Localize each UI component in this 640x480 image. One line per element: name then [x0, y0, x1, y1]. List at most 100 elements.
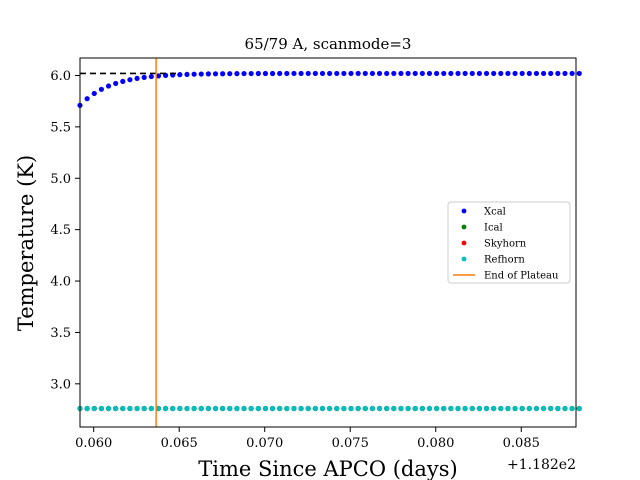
data-point [348, 70, 354, 77]
data-point [576, 405, 582, 412]
legend-entry: Xcal [461, 207, 506, 218]
data-point [269, 70, 276, 77]
data-point [205, 405, 211, 412]
data-point [277, 405, 283, 412]
y-tick-label: 3.0 [50, 377, 71, 392]
data-point [312, 405, 318, 412]
legend-marker [461, 240, 467, 246]
data-point [277, 70, 283, 77]
data-point [455, 70, 461, 77]
data-point [405, 405, 411, 412]
legend-entry: End of Plateau [453, 271, 559, 282]
legend-entry: Skyhorn [461, 239, 527, 250]
data-point [348, 405, 354, 412]
x-tick-label: 0.065 [161, 436, 198, 451]
data-point [170, 405, 176, 412]
data-point [113, 405, 119, 412]
data-point [284, 405, 290, 412]
y-tick-label: 5.5 [50, 120, 71, 135]
x-axis-offset-label: +1.182e2 [507, 457, 576, 473]
data-point [434, 405, 440, 412]
reference-lines [80, 58, 180, 427]
data-point [234, 405, 240, 412]
data-point [569, 70, 575, 77]
data-point [548, 70, 554, 77]
y-tick-label: 6.0 [50, 69, 71, 84]
data-point [120, 78, 126, 84]
data-point [376, 405, 383, 412]
data-point [476, 70, 482, 77]
data-point [355, 405, 361, 412]
data-point [298, 405, 304, 412]
data-point [91, 405, 97, 412]
data-point [284, 70, 290, 77]
data-point [533, 70, 540, 77]
data-point [391, 405, 397, 412]
data-point [498, 70, 504, 77]
data-point [327, 405, 333, 412]
data-point [369, 405, 376, 412]
data-point [341, 405, 347, 412]
data-point [298, 70, 304, 77]
data-point [148, 73, 154, 80]
chart-title: 65/79 A, scanmode=3 [245, 35, 412, 53]
data-point [548, 405, 554, 412]
data-point [562, 405, 568, 412]
y-tick-label: 3.5 [50, 326, 71, 341]
data-point [212, 71, 219, 77]
x-tick-label: 0.060 [75, 436, 112, 451]
data-point [398, 70, 404, 77]
data-point [491, 405, 497, 412]
data-point [540, 70, 547, 77]
data-point [255, 405, 261, 412]
legend-marker [461, 208, 467, 214]
data-point [355, 70, 361, 77]
data-point [305, 70, 311, 77]
y-tick-label: 4.0 [50, 275, 71, 290]
y-axis: 3.0 3.5 4.0 4.5 5.0 5.5 6.0 [50, 69, 80, 392]
data-point [191, 405, 197, 412]
data-point [312, 70, 318, 77]
data-point [384, 70, 390, 77]
data-point [519, 405, 525, 412]
data-point [505, 405, 511, 412]
data-point [248, 405, 254, 412]
x-tick-label: 0.075 [332, 436, 369, 451]
data-point [376, 70, 383, 77]
data-point [262, 70, 269, 77]
data-point [327, 70, 333, 77]
legend-marker [461, 224, 467, 230]
data-point [113, 80, 119, 87]
data-point [162, 405, 169, 412]
data-point [184, 405, 190, 412]
data-point [441, 70, 447, 77]
data-point [412, 405, 418, 412]
data-point [455, 405, 461, 412]
data-point [127, 77, 133, 83]
plot-frame [79, 57, 577, 428]
data-point [462, 405, 468, 412]
y-tick-label: 4.5 [50, 223, 71, 238]
data-point [505, 70, 511, 77]
data-point [576, 70, 582, 77]
data-point [120, 405, 126, 412]
data-point [191, 71, 197, 77]
data-point [533, 405, 540, 412]
data-point [105, 405, 112, 412]
data-point [569, 405, 575, 412]
data-point [105, 83, 112, 89]
data-point [419, 405, 425, 412]
data-point [476, 405, 482, 412]
legend: Xcal Ical Skyhorn Refhorn End of Plateau [447, 201, 571, 284]
x-tick-label: 0.085 [503, 436, 540, 451]
data-point [227, 405, 233, 412]
data-point [141, 405, 147, 412]
data-point [227, 71, 233, 77]
x-tick-label: 0.070 [246, 436, 283, 451]
data-point [462, 70, 468, 77]
data-point [555, 405, 561, 412]
data-point [198, 71, 204, 77]
legend-items: Xcal Ical Skyhorn Refhorn End of Plateau [453, 207, 559, 282]
data-point [334, 70, 340, 77]
